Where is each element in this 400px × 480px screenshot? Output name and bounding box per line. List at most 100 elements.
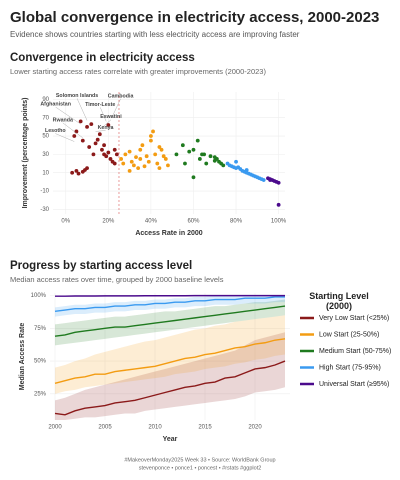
point (144, 154, 149, 159)
annotation: Lesotho (45, 128, 66, 134)
x-tick-label: 2020 (248, 425, 262, 431)
point (276, 180, 281, 185)
point (102, 143, 106, 148)
point (149, 134, 153, 138)
point (114, 152, 119, 157)
point (146, 159, 151, 164)
point (166, 163, 170, 168)
x-axis-title: Year (163, 436, 178, 443)
legend-label: High Start (75-95%) (319, 364, 381, 371)
point (268, 178, 273, 182)
x-tick-label: 20% (102, 219, 115, 225)
x-tick-label: 2000 (48, 425, 62, 431)
point (78, 119, 83, 124)
line (54, 338, 286, 385)
y-tick-label: -30 (40, 207, 49, 213)
point (72, 134, 77, 138)
point (93, 141, 98, 146)
point (134, 155, 138, 160)
line (54, 305, 286, 337)
point (197, 157, 202, 161)
legend-label: Very Low Start (<25%) (319, 315, 389, 322)
point (204, 161, 209, 166)
y-axis-title: Median Access Rate (19, 323, 26, 391)
point (131, 163, 136, 168)
point (155, 161, 160, 166)
line (54, 360, 286, 416)
point (180, 143, 185, 148)
point (104, 154, 109, 159)
legend-label: Universal Start (≥95%) (319, 381, 389, 388)
line (55, 294, 285, 297)
point (208, 154, 213, 159)
point (127, 168, 132, 173)
point (85, 166, 89, 171)
point (74, 129, 79, 134)
legend-label: Low Start (25-50%) (319, 331, 379, 338)
x-tick-label: 0% (61, 219, 70, 225)
point (106, 123, 111, 127)
footer: stevenponce • ponce1 • poncest • #rstats… (139, 465, 262, 471)
point (129, 159, 134, 164)
x-tick-label: 40% (145, 219, 158, 225)
band (55, 332, 285, 420)
point (76, 171, 81, 176)
x-tick-label: 60% (187, 219, 200, 225)
point (191, 147, 196, 152)
point (85, 124, 89, 129)
annotation: Rwanda (53, 117, 73, 123)
point (95, 137, 100, 142)
y-tick-label: 90 (42, 97, 49, 103)
point (127, 149, 132, 154)
y-tick-label: 10 (42, 170, 49, 176)
x-tick-label: 100% (271, 219, 287, 225)
annotation-leader (55, 133, 75, 142)
x-tick-label: 2005 (98, 425, 112, 431)
point (244, 168, 249, 172)
annotation-leader (62, 122, 83, 139)
point (276, 202, 281, 207)
point (183, 161, 187, 166)
point (261, 178, 266, 182)
annotation: Cambodia (108, 93, 134, 99)
y-tick-label: 75% (34, 326, 47, 332)
legend-label: Medium Start (50-75%) (319, 348, 391, 355)
x-tick-label: 2010 (148, 425, 162, 431)
point (119, 157, 124, 161)
point (97, 132, 102, 137)
page-title: Global convergence in electricity access… (10, 9, 379, 26)
point (121, 161, 126, 166)
point (200, 152, 204, 157)
y-tick-label: -10 (40, 189, 49, 195)
point (123, 152, 128, 157)
point (70, 170, 75, 175)
point (161, 154, 166, 159)
y-tick-label: 25% (34, 391, 47, 397)
y-tick-label: 50% (34, 359, 47, 365)
point (138, 157, 143, 161)
x-tick-label: 2015 (198, 425, 212, 431)
annotation-leader (101, 119, 112, 128)
point (159, 147, 164, 152)
point (191, 175, 196, 180)
annotation-leader (76, 98, 88, 121)
y-tick-label: 30 (42, 152, 49, 158)
y-tick-label: 50 (42, 134, 49, 140)
annotation: Kenya (98, 125, 114, 131)
point (87, 145, 92, 149)
point (212, 158, 217, 163)
point (157, 145, 162, 149)
annotation-leader (112, 98, 121, 116)
annotation-leader (95, 130, 106, 132)
point (187, 149, 192, 154)
point (157, 166, 162, 171)
chart-subtitle: Median access rates over time, grouped b… (10, 275, 224, 284)
annotation-leader (100, 107, 107, 122)
annotation: Afghanistan (40, 102, 71, 108)
point (142, 164, 147, 169)
y-axis-title: Improvement (percentage points) (22, 98, 29, 209)
annotation: Eswatini (100, 114, 122, 120)
point (140, 143, 145, 148)
point (112, 161, 117, 166)
